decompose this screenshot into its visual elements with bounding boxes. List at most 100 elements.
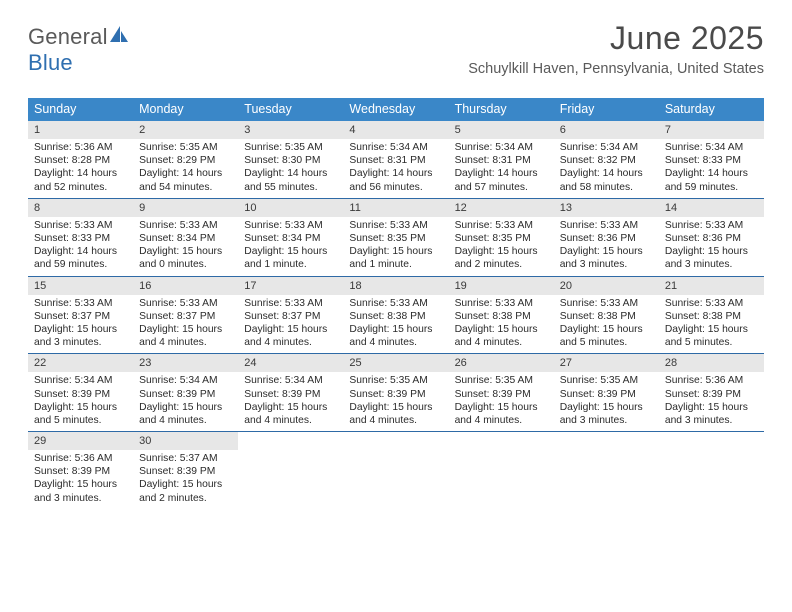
sunset-text: Sunset: 8:37 PM	[139, 310, 232, 323]
sunrise-text: Sunrise: 5:33 AM	[560, 297, 653, 310]
brand-text: General Blue	[28, 24, 128, 75]
day-number: 27	[554, 354, 659, 372]
day-number: 6	[554, 121, 659, 139]
day-number: 12	[449, 199, 554, 217]
sunset-text: Sunset: 8:37 PM	[244, 310, 337, 323]
day-cell: 16Sunrise: 5:33 AMSunset: 8:37 PMDayligh…	[133, 277, 238, 354]
sunrise-text: Sunrise: 5:33 AM	[139, 219, 232, 232]
sunset-text: Sunset: 8:38 PM	[560, 310, 653, 323]
sunrise-text: Sunrise: 5:33 AM	[665, 297, 758, 310]
sunset-text: Sunset: 8:39 PM	[139, 465, 232, 478]
daylight-text: Daylight: 14 hours and 59 minutes.	[665, 167, 758, 193]
day-number: 28	[659, 354, 764, 372]
sunrise-text: Sunrise: 5:33 AM	[139, 297, 232, 310]
day-number: 14	[659, 199, 764, 217]
day-number: 16	[133, 277, 238, 295]
day-cell: 27Sunrise: 5:35 AMSunset: 8:39 PMDayligh…	[554, 354, 659, 431]
sunset-text: Sunset: 8:31 PM	[349, 154, 442, 167]
daylight-text: Daylight: 15 hours and 5 minutes.	[665, 323, 758, 349]
day-cell: 11Sunrise: 5:33 AMSunset: 8:35 PMDayligh…	[343, 199, 448, 276]
day-number: 11	[343, 199, 448, 217]
sunrise-text: Sunrise: 5:33 AM	[455, 297, 548, 310]
sunset-text: Sunset: 8:39 PM	[455, 388, 548, 401]
daylight-text: Daylight: 15 hours and 1 minute.	[349, 245, 442, 271]
sunrise-text: Sunrise: 5:36 AM	[34, 452, 127, 465]
day-cell: 21Sunrise: 5:33 AMSunset: 8:38 PMDayligh…	[659, 277, 764, 354]
sunrise-text: Sunrise: 5:34 AM	[455, 141, 548, 154]
day-number: 17	[238, 277, 343, 295]
sunrise-text: Sunrise: 5:36 AM	[34, 141, 127, 154]
sunrise-text: Sunrise: 5:35 AM	[244, 141, 337, 154]
day-cell: 15Sunrise: 5:33 AMSunset: 8:37 PMDayligh…	[28, 277, 133, 354]
calendar-grid: SundayMondayTuesdayWednesdayThursdayFrid…	[28, 98, 764, 509]
day-number: 29	[28, 432, 133, 450]
daylight-text: Daylight: 15 hours and 4 minutes.	[349, 323, 442, 349]
daylight-text: Daylight: 15 hours and 3 minutes.	[665, 245, 758, 271]
day-cell: 25Sunrise: 5:35 AMSunset: 8:39 PMDayligh…	[343, 354, 448, 431]
calendar-page: General Blue June 2025 Schuylkill Haven,…	[0, 0, 792, 612]
day-cell: 13Sunrise: 5:33 AMSunset: 8:36 PMDayligh…	[554, 199, 659, 276]
sunrise-text: Sunrise: 5:34 AM	[665, 141, 758, 154]
sunset-text: Sunset: 8:37 PM	[34, 310, 127, 323]
day-cell: 12Sunrise: 5:33 AMSunset: 8:35 PMDayligh…	[449, 199, 554, 276]
day-number: 26	[449, 354, 554, 372]
day-cell: 10Sunrise: 5:33 AMSunset: 8:34 PMDayligh…	[238, 199, 343, 276]
week-row: 22Sunrise: 5:34 AMSunset: 8:39 PMDayligh…	[28, 353, 764, 431]
day-number: 21	[659, 277, 764, 295]
sunset-text: Sunset: 8:34 PM	[139, 232, 232, 245]
sunrise-text: Sunrise: 5:33 AM	[665, 219, 758, 232]
daylight-text: Daylight: 14 hours and 55 minutes.	[244, 167, 337, 193]
daylight-text: Daylight: 14 hours and 58 minutes.	[560, 167, 653, 193]
day-cell: 1Sunrise: 5:36 AMSunset: 8:28 PMDaylight…	[28, 121, 133, 198]
day-number: 9	[133, 199, 238, 217]
week-row: 1Sunrise: 5:36 AMSunset: 8:28 PMDaylight…	[28, 121, 764, 198]
dayname-cell: Saturday	[659, 98, 764, 121]
day-cell: 17Sunrise: 5:33 AMSunset: 8:37 PMDayligh…	[238, 277, 343, 354]
sunset-text: Sunset: 8:31 PM	[455, 154, 548, 167]
day-number: 7	[659, 121, 764, 139]
daylight-text: Daylight: 15 hours and 5 minutes.	[34, 401, 127, 427]
day-cell: 2Sunrise: 5:35 AMSunset: 8:29 PMDaylight…	[133, 121, 238, 198]
brand-logo: General Blue	[28, 22, 128, 76]
sunrise-text: Sunrise: 5:35 AM	[139, 141, 232, 154]
day-number: 2	[133, 121, 238, 139]
day-number: 18	[343, 277, 448, 295]
day-number: 1	[28, 121, 133, 139]
sunset-text: Sunset: 8:39 PM	[34, 465, 127, 478]
sunset-text: Sunset: 8:33 PM	[34, 232, 127, 245]
day-number: 13	[554, 199, 659, 217]
dayname-cell: Friday	[554, 98, 659, 121]
day-number: 19	[449, 277, 554, 295]
sunset-text: Sunset: 8:39 PM	[34, 388, 127, 401]
sunrise-text: Sunrise: 5:35 AM	[349, 374, 442, 387]
title-block: June 2025 Schuylkill Haven, Pennsylvania…	[468, 20, 764, 77]
sunset-text: Sunset: 8:39 PM	[139, 388, 232, 401]
week-row: 29Sunrise: 5:36 AMSunset: 8:39 PMDayligh…	[28, 431, 764, 509]
sunrise-text: Sunrise: 5:33 AM	[34, 219, 127, 232]
day-cell: 23Sunrise: 5:34 AMSunset: 8:39 PMDayligh…	[133, 354, 238, 431]
sunrise-text: Sunrise: 5:35 AM	[560, 374, 653, 387]
month-title: June 2025	[468, 20, 764, 57]
sunset-text: Sunset: 8:36 PM	[560, 232, 653, 245]
day-number: 22	[28, 354, 133, 372]
sunrise-text: Sunrise: 5:33 AM	[244, 219, 337, 232]
day-number: 8	[28, 199, 133, 217]
sunrise-text: Sunrise: 5:33 AM	[560, 219, 653, 232]
week-row: 15Sunrise: 5:33 AMSunset: 8:37 PMDayligh…	[28, 276, 764, 354]
sunset-text: Sunset: 8:34 PM	[244, 232, 337, 245]
daylight-text: Daylight: 15 hours and 3 minutes.	[560, 401, 653, 427]
brand-word1: General	[28, 24, 108, 49]
daylight-text: Daylight: 15 hours and 0 minutes.	[139, 245, 232, 271]
brand-word2: Blue	[28, 50, 73, 75]
weeks-container: 1Sunrise: 5:36 AMSunset: 8:28 PMDaylight…	[28, 121, 764, 509]
sunrise-text: Sunrise: 5:33 AM	[349, 219, 442, 232]
dayname-cell: Thursday	[449, 98, 554, 121]
daylight-text: Daylight: 15 hours and 4 minutes.	[244, 323, 337, 349]
sunset-text: Sunset: 8:39 PM	[665, 388, 758, 401]
dayname-cell: Sunday	[28, 98, 133, 121]
sunset-text: Sunset: 8:38 PM	[455, 310, 548, 323]
daylight-text: Daylight: 15 hours and 4 minutes.	[455, 401, 548, 427]
day-number: 30	[133, 432, 238, 450]
daylight-text: Daylight: 15 hours and 2 minutes.	[139, 478, 232, 504]
daylight-text: Daylight: 15 hours and 3 minutes.	[34, 478, 127, 504]
